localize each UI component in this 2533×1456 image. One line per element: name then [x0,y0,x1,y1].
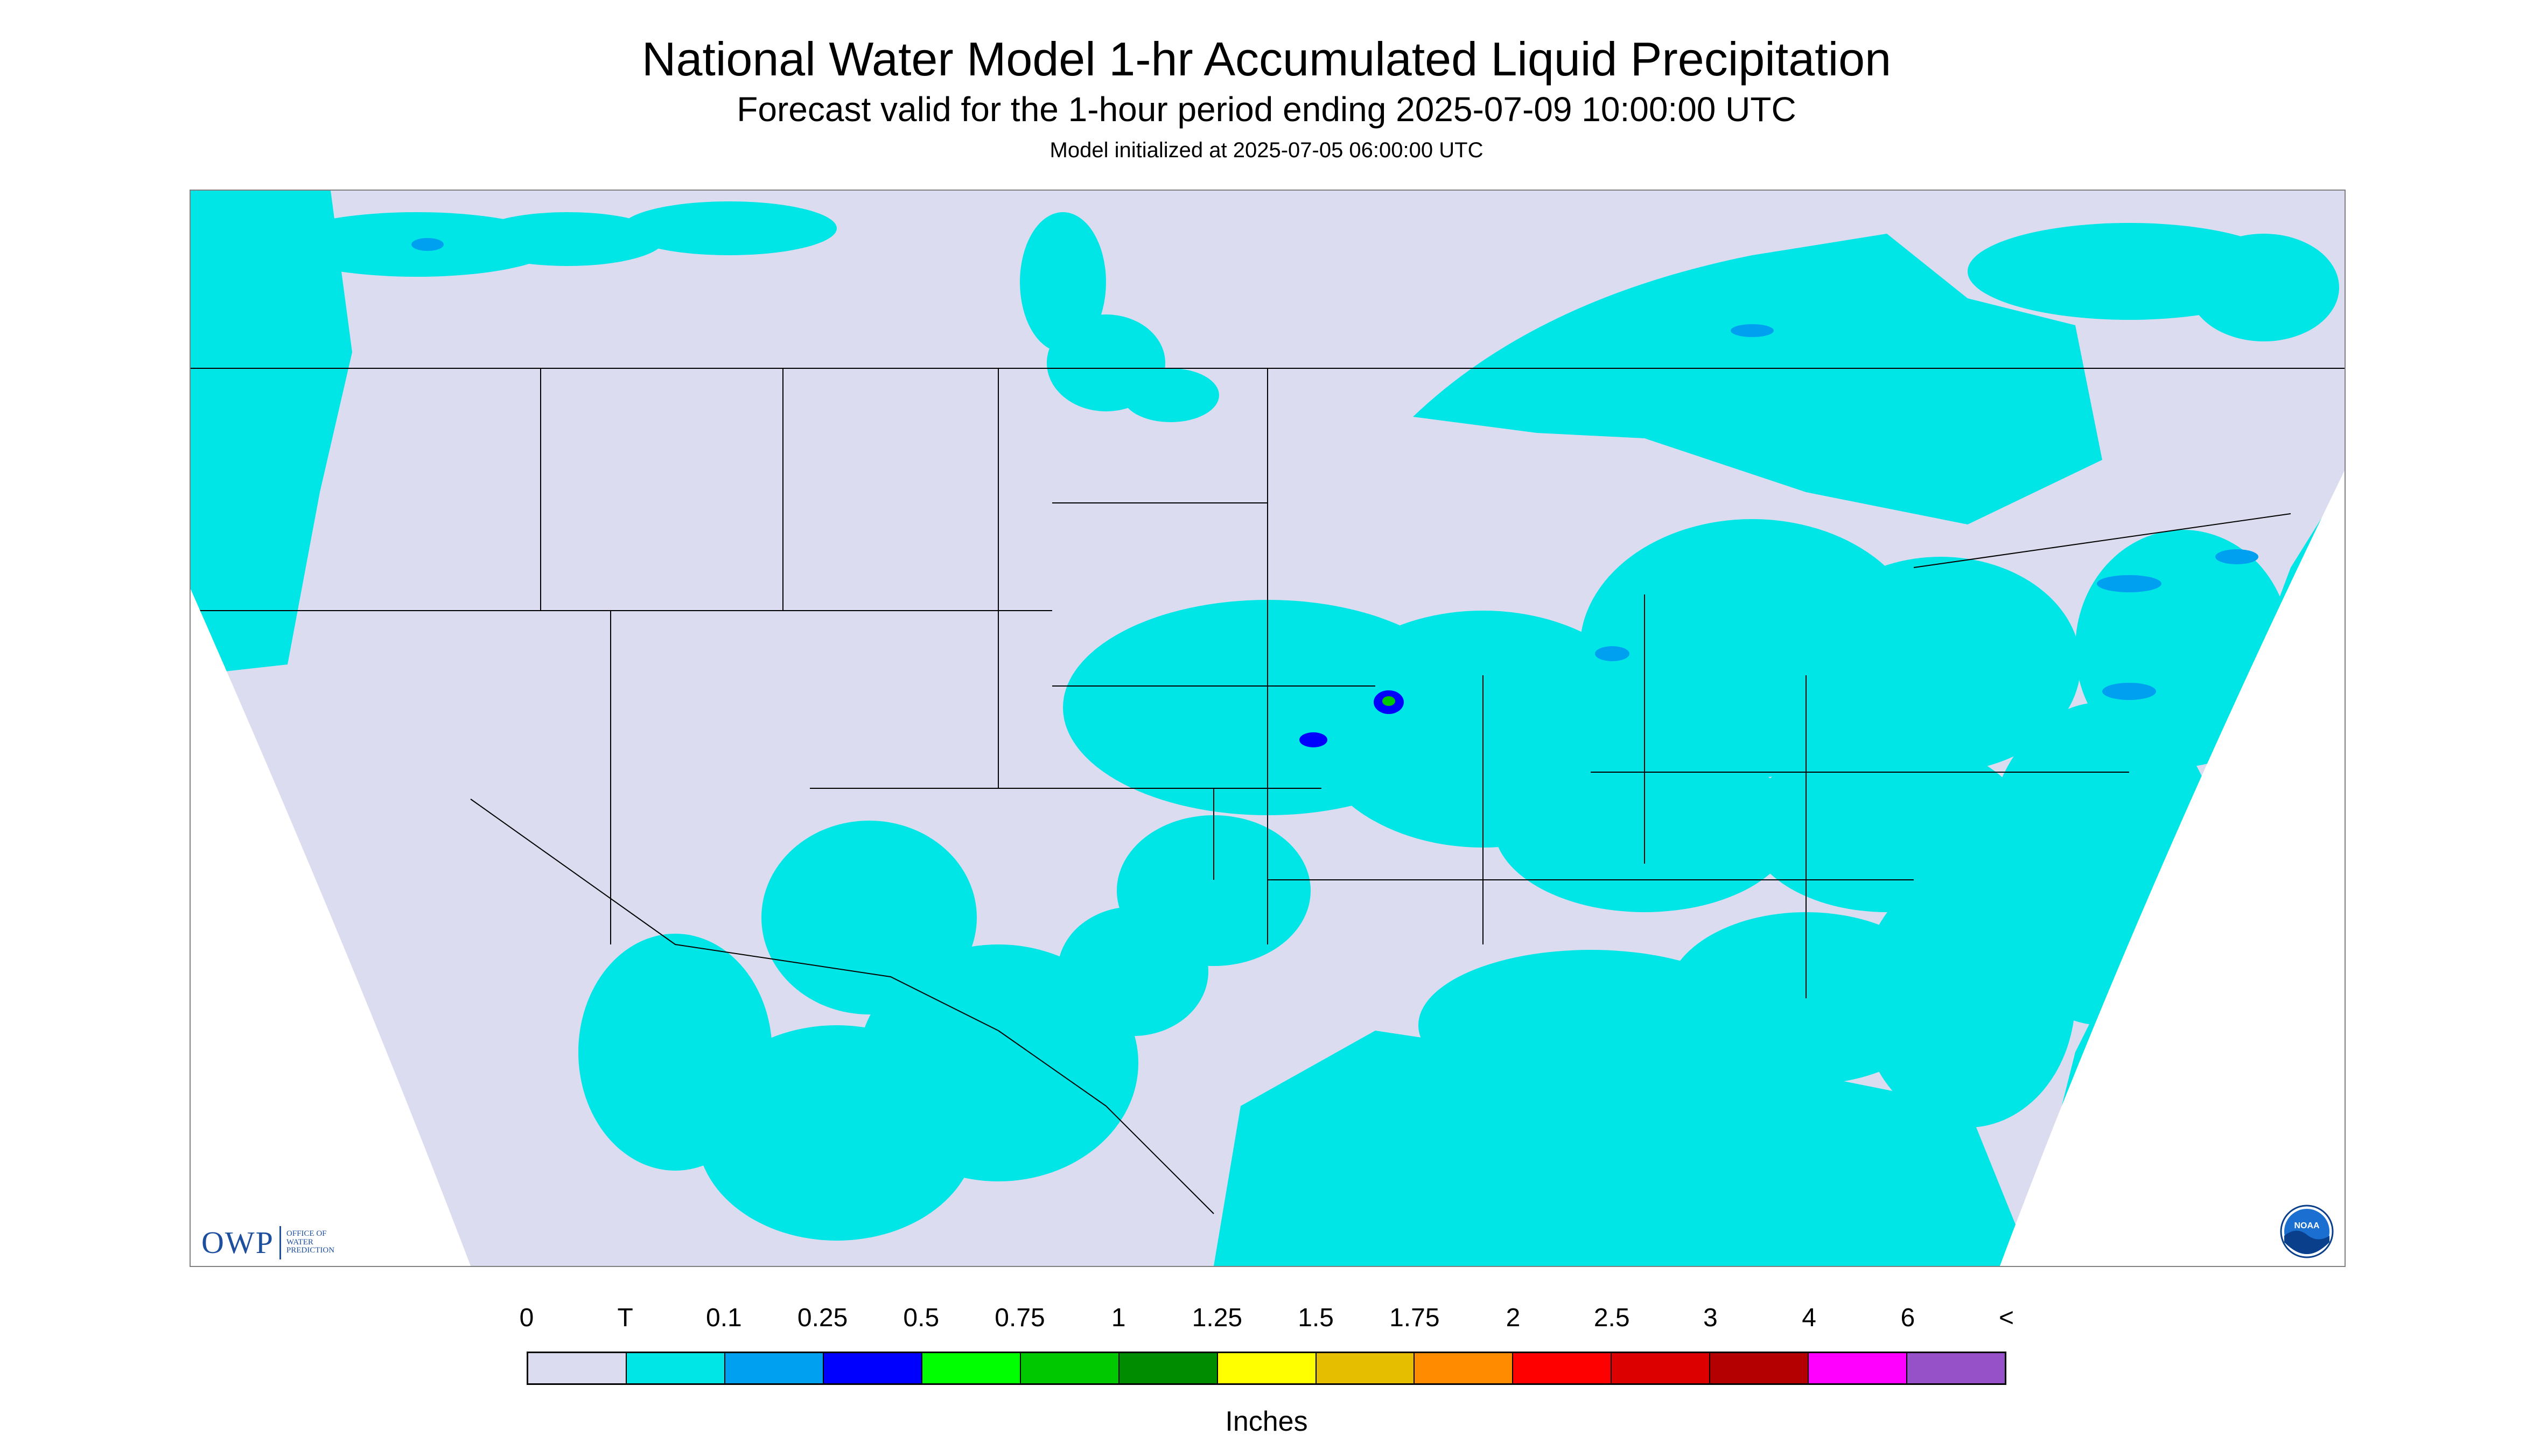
precip-area [471,212,664,266]
precip-peak [1382,696,1395,706]
state-border [998,1030,1214,1214]
legend-tick-label: 1.75 [1389,1304,1440,1332]
noaa-logo-wave [2284,1230,2329,1254]
legend-tick-label: 0.5 [903,1304,940,1332]
precip-area [621,201,837,255]
precip-heavy [1299,732,1327,747]
owp-subtext-line: PREDICTION [286,1246,335,1255]
legend-tick-labels: 0 T 0.1 0.25 0.5 0.75 1 1.25 1.5 1.75 2 2.5 3 4 6 < [520,1303,2014,1335]
precip-area [1117,815,1311,966]
legend-swatch [1415,1353,1514,1383]
precip-area [1860,869,2075,1128]
legend-swatch [1217,1353,1317,1383]
precip-area [1020,212,1106,352]
owp-logo-subtext: OFFICE OF WATER PREDICTION [286,1229,335,1255]
owp-logo-text: OWP [201,1225,274,1260]
legend-tick-label: 1.25 [1192,1304,1243,1332]
owp-logo-divider [279,1226,281,1259]
legend-tick-label: 0.75 [995,1304,1045,1332]
precip-moderate [1595,646,1629,661]
precip-moderate [1731,324,1774,337]
legend-swatch [1710,1353,1809,1383]
noaa-logo-text: NOAA [2294,1221,2320,1230]
legend-swatch [528,1353,627,1383]
precip-area [1801,557,2081,772]
precip-area [578,934,772,1171]
legend-swatch [626,1353,725,1383]
legend-tick-label: 6 [1900,1304,1915,1332]
precip-area [2188,234,2339,341]
model-init-text: Model initialized at 2025-07-05 06:00:00… [1049,138,1484,162]
legend-tick-label: 2.5 [1593,1304,1630,1332]
legend-swatch [1119,1353,1218,1383]
legend-swatch [1612,1353,1711,1383]
legend-swatch [1316,1353,1415,1383]
owp-subtext-line: OFFICE OF [286,1229,327,1238]
forecast-valid-subtitle: Forecast valid for the 1-hour period end… [737,90,1796,129]
noaa-logo: NOAA [2280,1205,2334,1258]
legend-tick-label: 0.1 [706,1304,742,1332]
precip-great-lakes [1413,234,2102,524]
legend-swatch [1020,1353,1119,1383]
precip-moderate [2102,683,2156,700]
legend-tick-label: 1.5 [1298,1304,1334,1332]
legend-swatch [922,1353,1021,1383]
state-border [1913,513,2291,568]
legend-tick-label: 1 [1111,1304,1126,1332]
legend-swatch [1513,1353,1612,1383]
precip-pacific [191,191,352,675]
outside-domain-left [191,589,471,1266]
outside-domain-right [2000,471,2345,1266]
legend-swatch [823,1353,922,1383]
legend-tick-label: 4 [1802,1304,1816,1332]
legend-swatch [1907,1353,2005,1383]
owp-logo: OWP OFFICE OF WATER PREDICTION [201,1224,334,1261]
color-legend [527,1352,2006,1385]
legend-swatch [725,1353,824,1383]
legend-units: Inches [1225,1406,1308,1437]
precip-moderate [2097,575,2161,592]
precip-area [1747,740,2027,912]
precip-moderate [2215,549,2258,564]
legend-tick-label: 3 [1703,1304,1718,1332]
owp-subtext-line: WATER [286,1237,313,1247]
state-borders [191,368,2345,1214]
precip-gulf [1214,1031,2032,1266]
legend-tick-label: 0.25 [797,1304,848,1332]
legend-tick-label: 2 [1506,1304,1521,1332]
legend-tick-label: 0 [519,1304,534,1332]
map-title: National Water Model 1-hr Accumulated Li… [641,32,1892,86]
legend-swatch [1809,1353,1908,1383]
precipitation-map: OWP OFFICE OF WATER PREDICTION NOAA [190,190,2346,1267]
legend-tick-label: < [1998,1304,2014,1332]
precip-area [1122,368,1219,422]
state-border [470,799,999,1031]
legend-tick-label: T [617,1304,633,1332]
precip-moderate [411,238,444,251]
